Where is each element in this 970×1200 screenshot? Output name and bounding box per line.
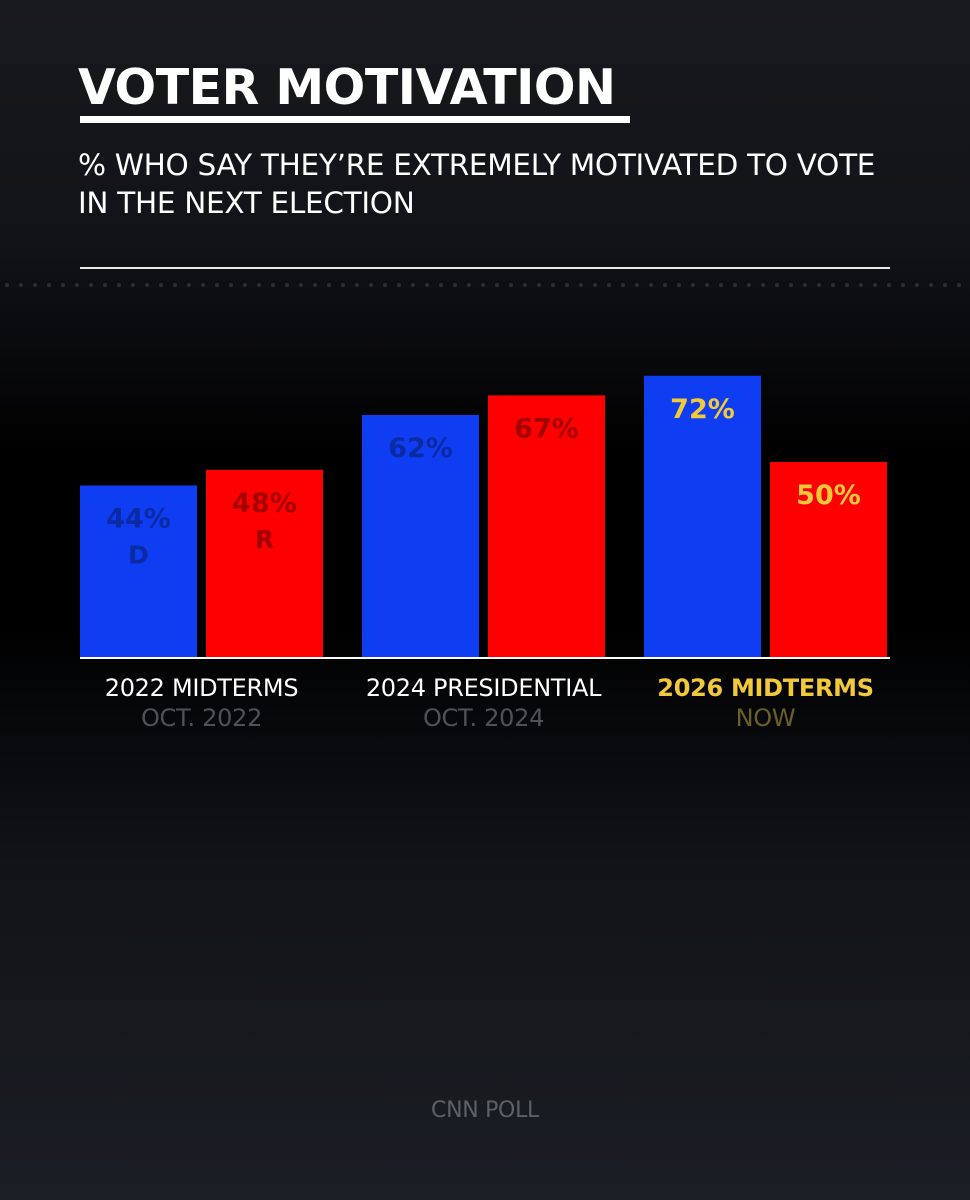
bar-r-1 xyxy=(488,395,605,658)
value-label-d-1: 62% xyxy=(388,433,453,464)
legend-label-r: R xyxy=(255,525,274,554)
value-label-d-0: 44% xyxy=(106,504,171,535)
value-label-r-1: 67% xyxy=(514,413,579,444)
value-label-d-2: 72% xyxy=(670,394,735,425)
value-label-r-0: 48% xyxy=(232,488,297,519)
bar-d-2 xyxy=(644,375,761,658)
chart-title: VOTER MOTIVATION xyxy=(78,59,616,116)
bar-chart: 44% D 48% R 62% 67% 72% 50% xyxy=(80,375,887,658)
bar-r-0 xyxy=(206,469,323,658)
bar-d-1 xyxy=(362,414,479,658)
category-date-1: OCT. 2024 xyxy=(422,704,545,732)
category-label-1: 2024 PRESIDENTIAL xyxy=(365,674,602,702)
bar-d-0 xyxy=(80,485,197,658)
value-label-r-2: 50% xyxy=(796,480,861,511)
category-label-2: 2026 MIDTERMS xyxy=(657,674,874,702)
title-underline xyxy=(80,116,630,123)
header-divider xyxy=(80,267,890,269)
decorative-dot-band xyxy=(0,282,970,288)
bar-r-2 xyxy=(770,462,887,658)
category-label-0: 2022 MIDTERMS xyxy=(104,674,299,702)
category-date-0: OCT. 2022 xyxy=(140,704,263,732)
chart-subtitle: % WHO SAY THEY’RE EXTREMELY MOTIVATED TO… xyxy=(78,148,876,220)
source-label: CNN POLL xyxy=(431,1098,539,1123)
legend-label-d: D xyxy=(128,541,149,570)
category-date-2: NOW xyxy=(735,704,796,732)
